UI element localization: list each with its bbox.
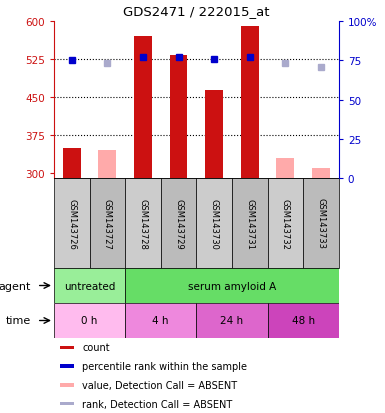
FancyBboxPatch shape (232, 178, 268, 268)
Text: 0 h: 0 h (81, 316, 98, 326)
Text: agent: agent (0, 281, 31, 291)
Text: GSM143726: GSM143726 (67, 198, 76, 249)
Bar (134, 37, 152, 178)
Text: 48 h: 48 h (291, 316, 315, 326)
Text: 24 h: 24 h (220, 316, 244, 326)
Bar (54, 268, 125, 303)
Bar (54, 303, 125, 338)
Text: GSM143732: GSM143732 (281, 198, 290, 249)
Bar (241, 27, 259, 178)
Bar (268, 303, 339, 338)
Text: GSM143729: GSM143729 (174, 198, 183, 249)
Bar (99, 151, 116, 178)
Bar (60, 346, 74, 349)
Bar (125, 303, 196, 338)
Bar (196, 303, 268, 338)
Text: percentile rank within the sample: percentile rank within the sample (82, 361, 248, 371)
Bar (205, 91, 223, 178)
Bar (125, 268, 339, 303)
Text: serum amyloid A: serum amyloid A (188, 281, 276, 291)
Text: count: count (82, 342, 110, 353)
Text: GSM143733: GSM143733 (316, 198, 325, 249)
FancyBboxPatch shape (161, 178, 196, 268)
Bar (276, 158, 294, 178)
Text: GSM143727: GSM143727 (103, 198, 112, 249)
Bar (63, 148, 80, 178)
Text: rank, Detection Call = ABSENT: rank, Detection Call = ABSENT (82, 399, 233, 408)
Text: GSM143731: GSM143731 (245, 198, 254, 249)
Bar (60, 383, 74, 387)
Text: value, Detection Call = ABSENT: value, Detection Call = ABSENT (82, 380, 238, 390)
FancyBboxPatch shape (303, 178, 339, 268)
FancyBboxPatch shape (196, 178, 232, 268)
FancyBboxPatch shape (90, 178, 125, 268)
Bar (170, 56, 187, 178)
Bar (312, 169, 330, 178)
Bar (60, 365, 74, 368)
Text: GSM143730: GSM143730 (210, 198, 219, 249)
Title: GDS2471 / 222015_at: GDS2471 / 222015_at (123, 5, 270, 18)
Text: GSM143728: GSM143728 (139, 198, 147, 249)
FancyBboxPatch shape (125, 178, 161, 268)
FancyBboxPatch shape (268, 178, 303, 268)
Text: 4 h: 4 h (152, 316, 169, 326)
Bar (60, 402, 74, 406)
FancyBboxPatch shape (54, 178, 90, 268)
Text: untreated: untreated (64, 281, 115, 291)
Text: time: time (6, 316, 31, 326)
